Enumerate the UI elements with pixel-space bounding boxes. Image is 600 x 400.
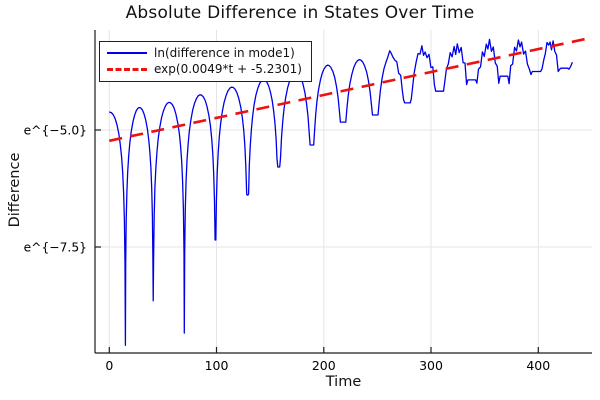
x-tick-label: 100 [205,358,229,373]
legend-line-solid-icon [107,52,147,54]
y-tick-label: e^{−5.0} [24,124,87,138]
x-tick-label: 400 [526,358,550,373]
legend-label-red: exp(0.0049*t + -5.2301) [154,62,302,76]
x-tick-label: 0 [105,358,113,373]
y-tick-label: e^{−7.5} [24,241,87,255]
x-tick-label: 300 [419,358,443,373]
x-axis-label: Time [325,374,362,390]
chart-title: Absolute Difference in States Over Time [125,3,475,23]
series-exp-fit [109,37,586,143]
legend-line-dashed-icon [107,67,147,71]
legend: ln(difference in mode1) exp(0.0049*t + -… [99,41,312,82]
legend-entry-blue: ln(difference in mode1) [107,45,302,61]
x-tick-label: 200 [312,358,336,373]
series-ln-difference [108,38,574,346]
legend-entry-red: exp(0.0049*t + -5.2301) [107,61,302,77]
legend-label-blue: ln(difference in mode1) [154,46,295,60]
